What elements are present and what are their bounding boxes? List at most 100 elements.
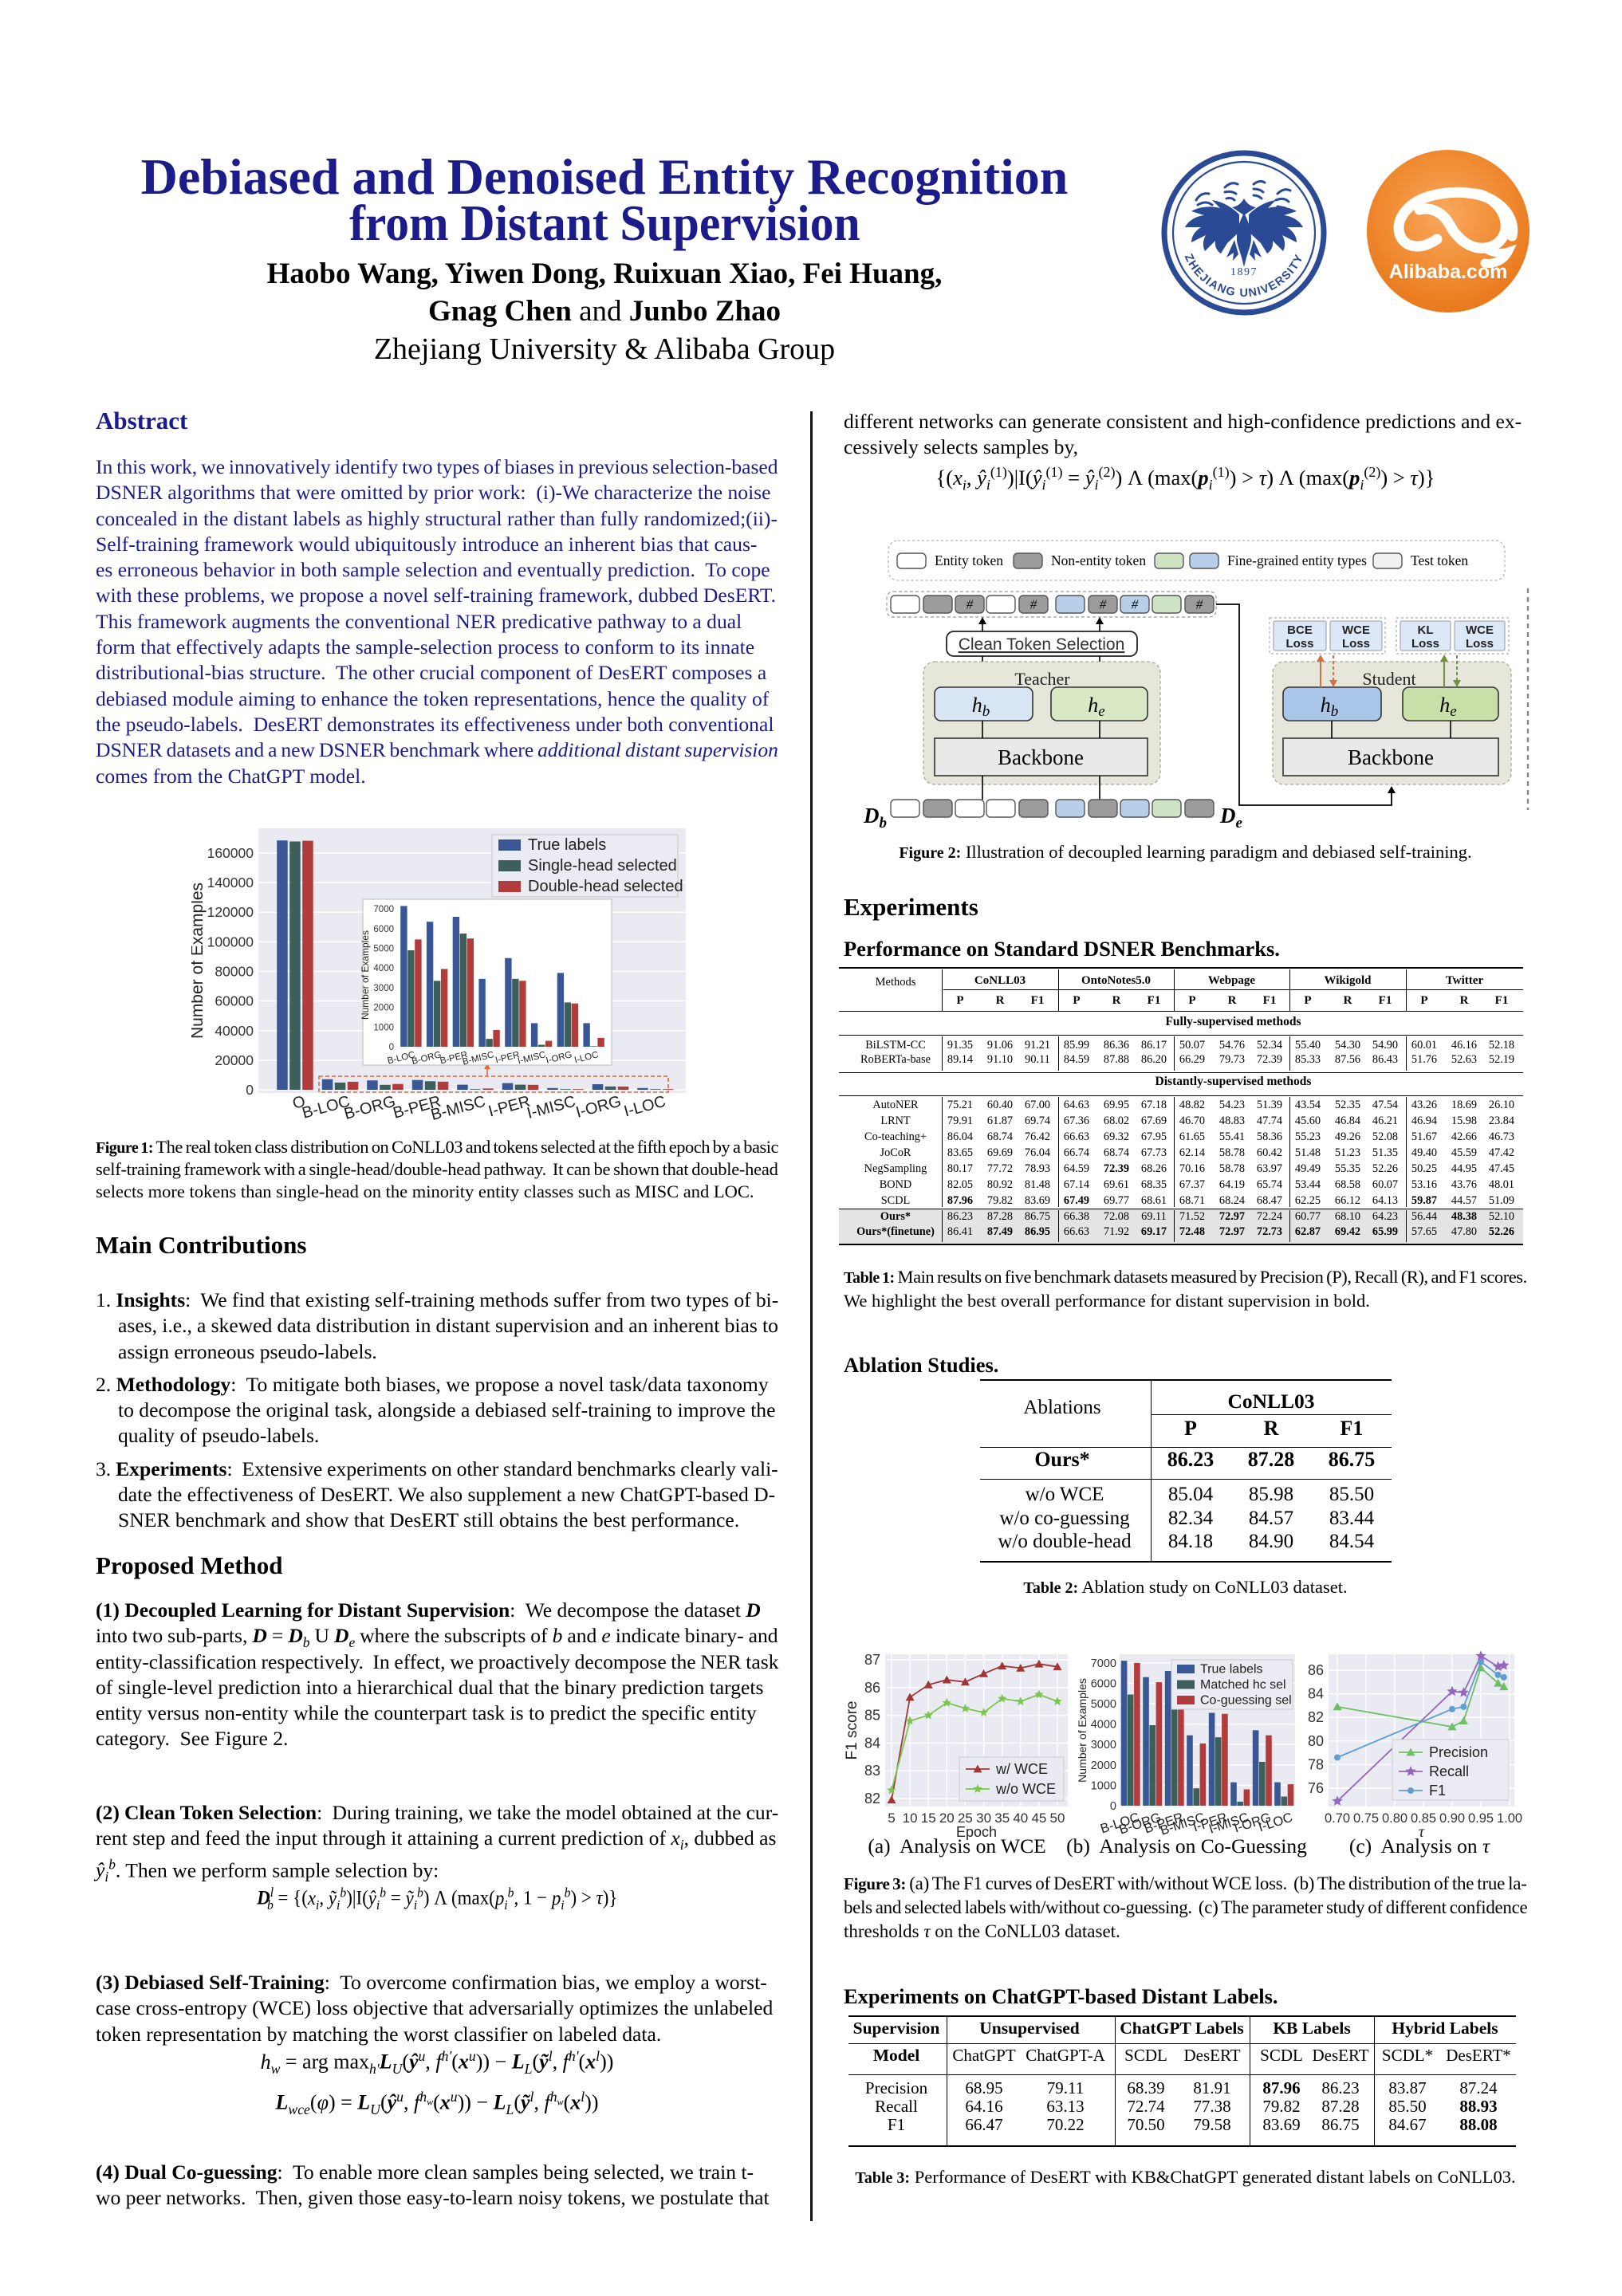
svg-text:#: # [1100, 597, 1107, 612]
svg-text:0.90: 0.90 [1439, 1811, 1465, 1826]
svg-text:80: 80 [1308, 1733, 1324, 1749]
svg-text:w/ WCE: w/ WCE [995, 1761, 1048, 1777]
svg-text:Loss: Loss [1411, 637, 1439, 651]
svg-text:86: 86 [1308, 1662, 1324, 1678]
svg-text:True labels: True labels [1200, 1663, 1263, 1677]
svg-text:50: 50 [1050, 1810, 1065, 1826]
svg-text:Loss: Loss [1466, 637, 1494, 651]
svg-text:0.85: 0.85 [1411, 1811, 1436, 1826]
svg-text:Loss: Loss [1285, 637, 1313, 651]
svg-text:2000: 2000 [1091, 1759, 1116, 1772]
svg-text:7000: 7000 [1091, 1657, 1116, 1670]
svg-text:Recall: Recall [1429, 1763, 1469, 1779]
svg-text:7000: 7000 [373, 905, 394, 914]
svg-text:Single-head selected: Single-head selected [528, 857, 677, 875]
svg-text:1.00: 1.00 [1497, 1811, 1522, 1826]
svg-text:10: 10 [903, 1810, 918, 1826]
svg-text:F1: F1 [1429, 1783, 1446, 1799]
svg-text:F1 score: F1 score [844, 1701, 860, 1760]
svg-text:Clean Token Selection: Clean Token Selection [959, 635, 1125, 654]
svg-text:45: 45 [1031, 1810, 1046, 1826]
svg-text:Number of Examples: Number of Examples [191, 883, 207, 1039]
svg-text:0: 0 [389, 1043, 394, 1052]
svg-text:Test token: Test token [1411, 552, 1468, 568]
svg-text:85: 85 [864, 1708, 880, 1724]
svg-text:De: De [1219, 804, 1243, 832]
svg-text:WCE: WCE [1342, 623, 1370, 637]
svg-text:τ: τ [1419, 1823, 1425, 1841]
svg-text:20000: 20000 [215, 1052, 254, 1068]
svg-text:Matched hc sel: Matched hc sel [1200, 1678, 1286, 1692]
svg-text:5000: 5000 [373, 945, 394, 954]
svg-text:83: 83 [864, 1763, 880, 1779]
svg-text:35: 35 [994, 1810, 1010, 1826]
svg-text:BCE: BCE [1287, 623, 1313, 637]
svg-text:40000: 40000 [215, 1023, 254, 1039]
svg-text:3000: 3000 [373, 984, 394, 993]
svg-text:Precision: Precision [1429, 1744, 1488, 1760]
svg-text:Backbone: Backbone [1348, 745, 1434, 769]
svg-text:5000: 5000 [1091, 1698, 1116, 1711]
svg-text:1897: 1897 [1230, 266, 1258, 278]
svg-text:Number of Examples: Number of Examples [1076, 1678, 1089, 1783]
svg-text:1000: 1000 [1091, 1779, 1116, 1792]
svg-text:100000: 100000 [207, 934, 254, 949]
svg-text:Alibaba.com: Alibaba.com [1389, 261, 1508, 283]
svg-text:2000: 2000 [373, 1004, 394, 1013]
svg-text:O: O [291, 1093, 308, 1113]
svg-text:Fine-grained entity types: Fine-grained entity types [1227, 552, 1367, 568]
svg-text:Db: Db [863, 804, 887, 832]
svg-text:Epoch: Epoch [956, 1824, 997, 1840]
svg-text:82: 82 [1308, 1709, 1324, 1725]
svg-text:84: 84 [864, 1735, 880, 1751]
svg-text:I-MISC: I-MISC [526, 1093, 578, 1122]
svg-text:1000: 1000 [373, 1023, 394, 1032]
svg-text:140000: 140000 [207, 875, 254, 890]
svg-text:4000: 4000 [373, 964, 394, 973]
svg-text:Student: Student [1362, 669, 1415, 689]
svg-text:6000: 6000 [373, 925, 394, 934]
svg-text:Non-entity token: Non-entity token [1051, 552, 1146, 568]
svg-text:Double-head selected: Double-head selected [528, 878, 683, 895]
svg-text:30: 30 [976, 1810, 991, 1826]
svg-text:0.70: 0.70 [1325, 1811, 1350, 1826]
svg-text:KL: KL [1418, 623, 1434, 637]
svg-text:#: # [1030, 597, 1037, 612]
svg-text:76: 76 [1308, 1780, 1324, 1796]
svg-text:80000: 80000 [215, 964, 254, 980]
svg-text:82: 82 [864, 1791, 880, 1807]
svg-text:0.75: 0.75 [1353, 1811, 1379, 1826]
svg-text:3000: 3000 [1091, 1739, 1116, 1751]
svg-text:I-LOC: I-LOC [622, 1093, 667, 1121]
svg-text:0.95: 0.95 [1468, 1811, 1494, 1826]
svg-text:5: 5 [888, 1810, 895, 1826]
svg-text:15: 15 [921, 1810, 936, 1826]
svg-text:86: 86 [864, 1680, 880, 1696]
svg-text:#: # [1132, 597, 1139, 612]
svg-text:#: # [1196, 597, 1203, 612]
svg-text:Backbone: Backbone [998, 745, 1084, 769]
svg-text:w/o WCE: w/o WCE [995, 1781, 1056, 1797]
svg-text:0: 0 [246, 1082, 254, 1098]
svg-text:Loss: Loss [1342, 637, 1370, 651]
svg-text:25: 25 [958, 1810, 973, 1826]
svg-text:0: 0 [1110, 1800, 1116, 1813]
svg-text:Entity token: Entity token [935, 552, 1003, 568]
svg-text:120000: 120000 [207, 904, 254, 920]
svg-text:6000: 6000 [1091, 1677, 1116, 1690]
svg-text:Teacher: Teacher [1014, 669, 1070, 689]
svg-text:78: 78 [1308, 1756, 1324, 1772]
svg-text:0.80: 0.80 [1382, 1811, 1407, 1826]
svg-text:True labels: True labels [528, 836, 606, 854]
svg-text:4000: 4000 [1091, 1719, 1116, 1732]
svg-text:#: # [967, 597, 974, 612]
svg-text:B-ORG: B-ORG [342, 1093, 397, 1123]
svg-text:160000: 160000 [207, 845, 254, 861]
svg-text:20: 20 [939, 1810, 955, 1826]
svg-text:40: 40 [1013, 1810, 1028, 1826]
svg-text:WCE: WCE [1466, 623, 1494, 637]
svg-text:60000: 60000 [215, 993, 254, 1009]
svg-text:84: 84 [1308, 1686, 1324, 1702]
svg-text:Co-guessing sel: Co-guessing sel [1200, 1694, 1292, 1708]
svg-text:87: 87 [864, 1652, 880, 1668]
